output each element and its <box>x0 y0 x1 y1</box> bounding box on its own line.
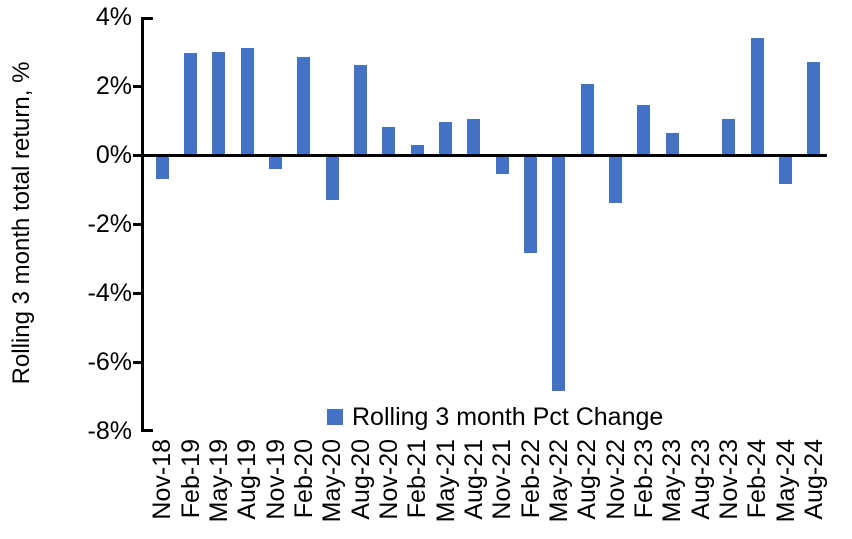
bar <box>750 37 764 155</box>
x-tick-label: Feb-23 <box>629 439 658 519</box>
x-tick-label: Nov-19 <box>261 439 290 520</box>
bar <box>807 61 821 155</box>
bar <box>354 65 367 155</box>
bar <box>410 144 424 155</box>
x-tick-label: Aug-19 <box>233 439 262 520</box>
y-tick-label: -4% <box>87 279 132 307</box>
bar <box>609 155 622 204</box>
legend-label: Rolling 3 month Pct Change <box>352 402 664 431</box>
x-tick-label: May-20 <box>318 439 347 523</box>
y-tick-label: -2% <box>87 210 132 238</box>
y-tick-mark <box>133 360 142 364</box>
y-axis-line <box>141 17 144 432</box>
bar <box>467 118 481 155</box>
bar <box>552 155 566 392</box>
zero-baseline <box>141 153 827 157</box>
y-tick-mark <box>133 222 142 226</box>
bar <box>184 53 197 155</box>
bar <box>155 155 169 180</box>
x-tick-label: Aug-20 <box>346 439 375 520</box>
y-tick-label: -8% <box>87 417 132 445</box>
x-tick-label: Feb-24 <box>743 439 772 519</box>
y-tick-label: 2% <box>95 72 132 100</box>
bar <box>495 155 509 174</box>
bar <box>580 84 594 155</box>
bar <box>240 48 254 155</box>
legend: Rolling 3 month Pct Change <box>327 401 663 433</box>
x-tick-label: Nov-18 <box>148 439 177 520</box>
y-tick-label: 0% <box>95 141 132 169</box>
x-tick-label: Nov-22 <box>601 439 630 520</box>
y-axis-bottom-tick <box>144 429 153 432</box>
x-tick-label: Nov-20 <box>374 439 403 520</box>
x-tick-label: May-23 <box>658 439 687 523</box>
x-tick-label: Nov-23 <box>714 439 743 520</box>
y-tick-mark <box>133 291 142 295</box>
x-tick-label: Feb-20 <box>289 439 318 519</box>
bar <box>297 56 311 155</box>
x-tick-label: Aug-23 <box>686 439 715 520</box>
bar <box>325 155 339 200</box>
bar <box>439 122 452 155</box>
x-tick-label: Nov-21 <box>488 439 517 520</box>
x-tick-label: Aug-24 <box>799 439 828 520</box>
x-tick-label: May-21 <box>431 439 460 523</box>
y-tick-label: -6% <box>87 348 132 376</box>
x-tick-label: Aug-22 <box>573 439 602 520</box>
bar <box>524 155 537 254</box>
bar <box>269 155 282 169</box>
y-tick-label: 4% <box>95 3 132 31</box>
bar <box>637 104 651 155</box>
bar <box>382 127 396 155</box>
legend-swatch-icon <box>327 409 343 425</box>
bar <box>665 132 679 155</box>
x-tick-label: Feb-21 <box>403 439 432 519</box>
bar <box>722 118 736 155</box>
x-tick-label: May-22 <box>544 439 573 523</box>
x-tick-label: Feb-19 <box>176 439 205 519</box>
bar <box>212 51 226 155</box>
y-tick-mark <box>133 84 142 88</box>
y-axis-top-tick <box>144 17 153 20</box>
y-tick-mark <box>133 153 142 157</box>
bar <box>779 155 792 185</box>
x-tick-label: Aug-21 <box>459 439 488 520</box>
x-tick-label: May-24 <box>771 439 800 523</box>
x-tick-label: May-19 <box>204 439 233 523</box>
x-tick-label: Feb-22 <box>516 439 545 519</box>
